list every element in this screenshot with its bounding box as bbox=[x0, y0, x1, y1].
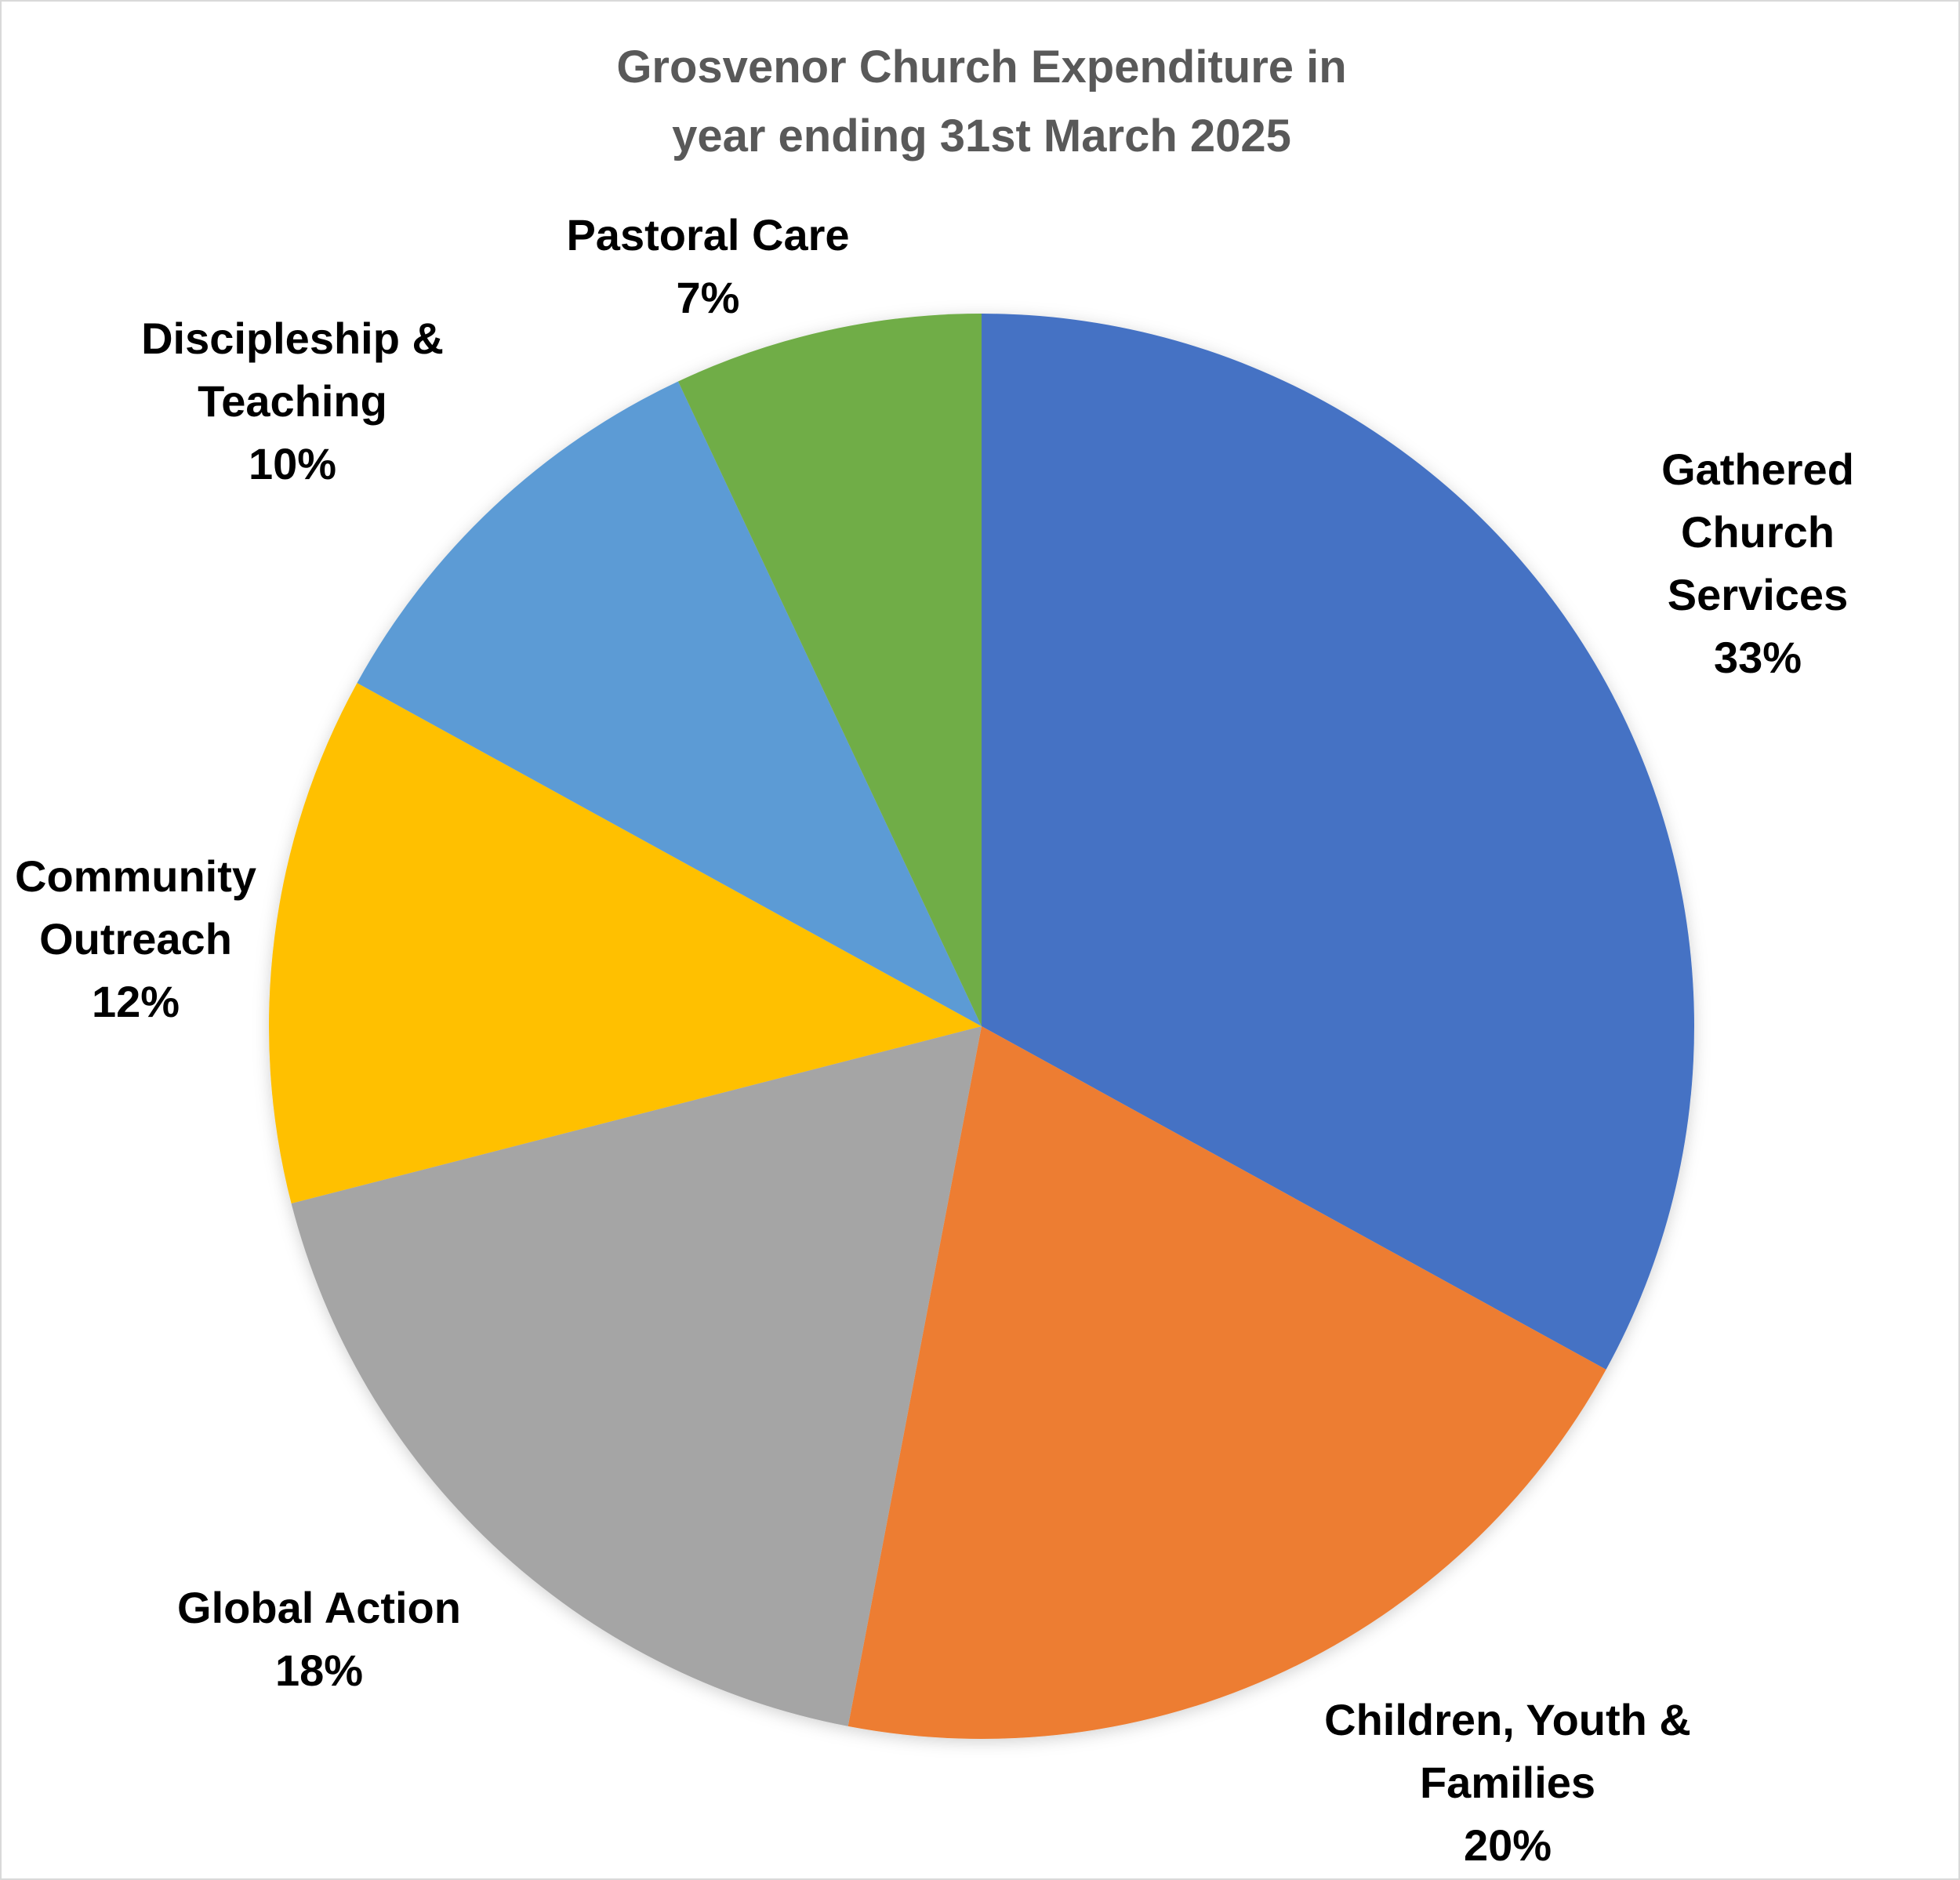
value-label: 10% bbox=[248, 439, 337, 488]
value-label: 7% bbox=[676, 273, 740, 322]
pie-slice bbox=[677, 314, 982, 1026]
pie-slice bbox=[848, 1026, 1606, 1739]
data-label: Discipleship & Teaching 10% bbox=[120, 307, 465, 495]
category-label: Community Outreach bbox=[15, 851, 256, 964]
data-label: Pastoral Care 7% bbox=[535, 204, 880, 329]
category-label: Pastoral Care bbox=[566, 210, 850, 259]
pie-slice bbox=[982, 314, 1694, 1370]
value-label: 33% bbox=[1713, 633, 1802, 682]
category-label: Gathered Church Services bbox=[1661, 445, 1854, 619]
value-label: 12% bbox=[91, 977, 180, 1026]
data-label: Global Action 18% bbox=[147, 1577, 492, 1702]
data-label: Community Outreach 12% bbox=[2, 845, 269, 1033]
chart-title: Grosvenor Church Expenditure in year end… bbox=[616, 42, 1347, 162]
pie-slice bbox=[357, 381, 982, 1026]
data-label: Children, Youth & Families 20% bbox=[1288, 1689, 1727, 1877]
category-label: Children, Youth & Families bbox=[1324, 1695, 1691, 1807]
category-label: Discipleship & Teaching bbox=[141, 314, 444, 426]
data-label: Gathered Church Services 33% bbox=[1640, 438, 1875, 689]
value-label: 20% bbox=[1463, 1820, 1552, 1870]
pie bbox=[269, 314, 1694, 1739]
pie-slice bbox=[269, 683, 982, 1204]
category-label: Global Action bbox=[177, 1583, 461, 1632]
pie-slice bbox=[291, 1026, 982, 1726]
value-label: 18% bbox=[274, 1646, 364, 1695]
